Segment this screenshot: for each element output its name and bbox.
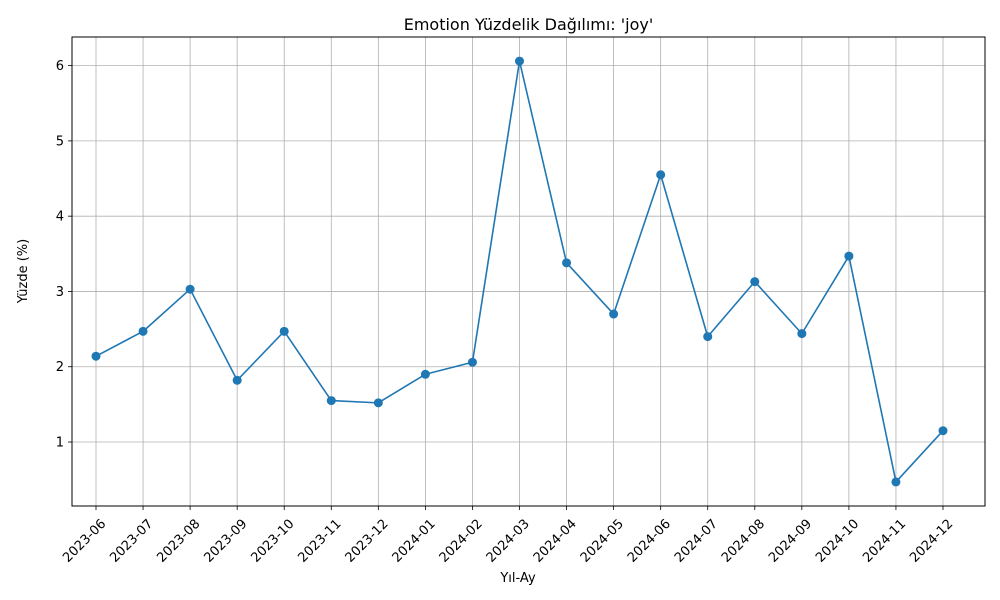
data-point (232, 375, 242, 385)
data-point (703, 332, 713, 342)
x-tick-label: 2024-12 (907, 517, 956, 566)
data-point (326, 396, 336, 406)
x-tick-label: 2024-11 (860, 517, 909, 566)
x-tick-label: 2024-02 (437, 517, 486, 566)
y-ticks: 1 2 3 4 5 6 (56, 59, 72, 451)
x-tick-label: 2024-03 (484, 517, 533, 566)
data-point (91, 351, 101, 361)
x-tick-label: 2023-09 (201, 517, 250, 566)
data-point (185, 284, 195, 294)
data-point (467, 357, 477, 367)
data-point (373, 398, 383, 408)
x-tick-label: 2024-08 (719, 517, 768, 566)
x-tick-label: 2024-07 (672, 517, 721, 566)
x-tick-label: 2023-11 (296, 517, 345, 566)
x-tick-label: 2023-06 (60, 517, 109, 566)
chart-title: Emotion Yüzdelik Dağılımı: 'joy' (404, 15, 654, 34)
y-tick-label: 6 (56, 59, 64, 74)
data-point (562, 258, 572, 268)
x-tick-label: 2024-01 (390, 517, 439, 566)
data-point (750, 277, 760, 287)
x-tick-label: 2023-07 (107, 517, 156, 566)
plot-frame (71, 36, 986, 507)
y-tick-label: 5 (56, 134, 64, 149)
data-point (797, 329, 807, 339)
x-tick-label: 2024-05 (578, 517, 627, 566)
x-tick-label: 2023-08 (154, 517, 203, 566)
y-axis-label: Yüzde (%) (16, 239, 31, 304)
y-tick-label: 1 (56, 436, 64, 451)
data-point (891, 477, 901, 487)
grid (72, 37, 985, 506)
y-tick-label: 3 (56, 285, 64, 300)
x-tick-label: 2024-06 (625, 517, 674, 566)
data-point (279, 326, 289, 336)
series (91, 56, 948, 487)
y-tick-label: 4 (56, 210, 64, 225)
data-point (609, 309, 619, 319)
x-tick-label: 2023-10 (248, 517, 297, 566)
data-point (844, 251, 854, 261)
x-tick-label: 2024-09 (766, 517, 815, 566)
x-tick-label: 2023-12 (343, 517, 392, 566)
x-axis-label: Yıl-Ay (499, 571, 536, 586)
x-tick-label: 2024-10 (813, 517, 862, 566)
data-point (138, 326, 148, 336)
data-point (656, 170, 666, 180)
x-tick-label: 2024-04 (531, 517, 580, 566)
data-point (515, 56, 524, 66)
x-ticks: 2023-062023-072023-082023-092023-102023-… (60, 506, 956, 566)
data-point (420, 369, 430, 379)
data-point (938, 426, 948, 436)
y-tick-label: 2 (56, 360, 64, 375)
